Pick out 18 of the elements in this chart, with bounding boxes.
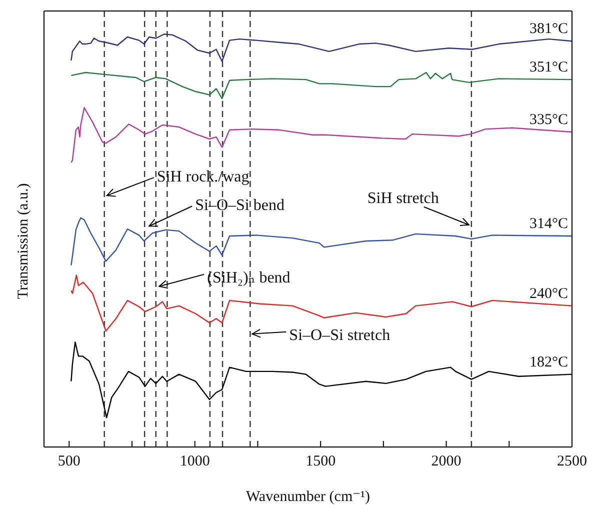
x-tick-label: 500 <box>58 454 80 470</box>
annotation: SiH rock./wag <box>156 168 250 186</box>
series-label: 182°C <box>529 354 568 370</box>
annotation: (SiH₂)ₙ bend <box>207 269 290 286</box>
y-axis-title: Transmission (a.u.) <box>15 183 32 299</box>
x-tick-label: 2500 <box>557 454 587 470</box>
x-tick-label: 2000 <box>431 454 462 470</box>
x-axis-title: Wavenumber (cm⁻¹) <box>246 489 370 505</box>
series-label: 381°C <box>529 21 568 38</box>
series-label: 240°C <box>529 286 568 302</box>
annotation: SiH stretch <box>367 190 439 207</box>
series-label: 335°C <box>529 112 568 128</box>
annotation: Si–O–Si stretch <box>289 326 390 344</box>
annotation: Si–O–Si bend <box>195 197 284 214</box>
series-label: 351°C <box>529 60 568 76</box>
series-label: 314°C <box>529 216 568 232</box>
x-tick-label: 1500 <box>306 454 336 470</box>
x-tick-label: 1000 <box>180 454 210 470</box>
